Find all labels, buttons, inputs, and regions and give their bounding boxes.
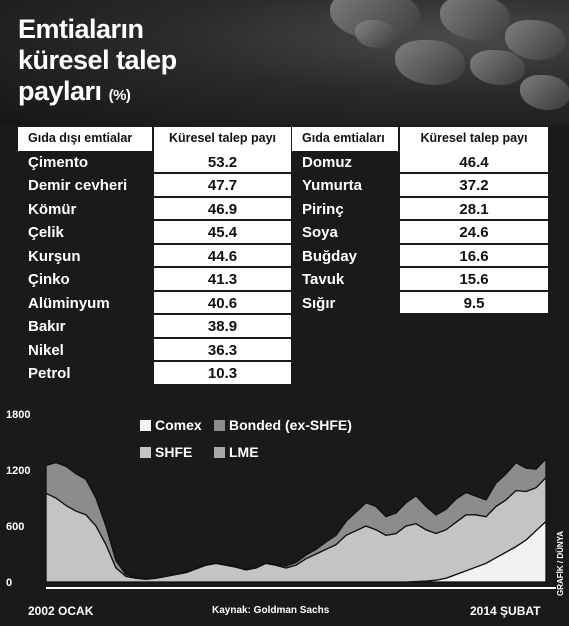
commodity-name: Pirinç [302, 200, 344, 218]
table-row: Soya 24.6 [292, 221, 548, 245]
table-row: Pirinç 28.1 [292, 197, 548, 221]
legend-swatch [140, 420, 151, 431]
demand-share-value: 37.2 [400, 174, 548, 198]
credit-label: GRAFİK / DÜNYA [556, 530, 565, 596]
commodity-name: Sığır [302, 294, 336, 312]
title-line-3-text: payları [18, 76, 102, 106]
source-label: Kaynak: Goldman Sachs [212, 605, 330, 616]
table-row: Petrol 10.3 [18, 362, 291, 386]
commodity-name: Kurşun [28, 247, 81, 265]
y-tick-label: 600 [6, 521, 24, 533]
table-row: Sığır 9.5 [292, 291, 548, 315]
demand-share-value: 45.4 [154, 221, 291, 245]
legend-swatch [214, 447, 225, 458]
commodity-name: Buğday [302, 247, 358, 265]
demand-share-value: 38.9 [154, 315, 291, 339]
title-line-3: payları (%) [18, 76, 177, 111]
legend-label: LME [229, 444, 259, 460]
demand-share-value: 10.3 [154, 362, 291, 386]
commodity-name: Bakır [28, 318, 66, 335]
demand-share-value: 44.6 [154, 244, 291, 268]
table-header: Gıda dışı emtialar Küresel talep payı [18, 127, 291, 151]
legend-label: Comex [155, 417, 202, 433]
legend-label: SHFE [155, 444, 192, 460]
commodity-name: Tavuk [302, 271, 345, 288]
commodity-name: Demir cevheri [28, 177, 128, 194]
legend-swatch [140, 447, 151, 458]
demand-area-chart: 0 600 1200 1800 Comex Bonded (ex-SHFE) SHFE LME [6, 409, 556, 589]
table-row: Yumurta 37.2 [292, 174, 548, 198]
area-series-2 [45, 475, 547, 583]
table-row: Çinko 41.3 [18, 268, 291, 292]
commodity-name: Alüminyum [28, 294, 110, 312]
header-value-cell: Küresel talep payı [400, 127, 548, 151]
title-line-1: Emtiaların [18, 14, 144, 44]
demand-share-value: 24.6 [400, 221, 548, 245]
y-tick-label: 0 [6, 577, 12, 589]
commodity-name: Çimento [28, 153, 88, 171]
commodity-name: Petrol [28, 365, 71, 382]
demand-share-value: 53.2 [154, 150, 291, 174]
table-row: Çimento 53.2 [18, 150, 291, 174]
header-photo [0, 0, 569, 125]
table-row: Kömür 46.9 [18, 197, 291, 221]
y-tick-label: 1200 [6, 465, 30, 477]
header-name-cell: Gıda dışı emtialar [18, 127, 154, 151]
demand-share-value: 46.9 [154, 197, 291, 221]
table-header: Gıda emtiaları Küresel talep payı [292, 127, 548, 151]
table-row: Bakır 38.9 [18, 315, 291, 339]
demand-share-value: 28.1 [400, 197, 548, 221]
table-row: Kurşun 44.6 [18, 244, 291, 268]
page-title: Emtiaların küresel talep payları (%) [18, 14, 177, 111]
non-food-table: Gıda dışı emtialar Küresel talep payı Çime… [18, 127, 291, 386]
table-row: Çelik 45.4 [18, 221, 291, 245]
x-end-label: 2014 ŞUBAT [470, 604, 541, 618]
commodity-name: Domuz [302, 153, 352, 171]
demand-share-value: 16.6 [400, 244, 548, 268]
food-table: Gıda emtiaları Küresel talep payı Domuz 46.… [292, 127, 548, 315]
demand-share-value: 15.6 [400, 268, 548, 292]
commodity-name: Soya [302, 224, 338, 241]
table-row: Alüminyum 40.6 [18, 291, 291, 315]
y-tick-label: 1800 [6, 409, 30, 421]
commodity-name: Kömür [28, 200, 77, 218]
commodity-name: Yumurta [302, 177, 363, 194]
title-line-2: küresel talep [18, 45, 177, 75]
demand-share-value: 40.6 [154, 291, 291, 315]
title-unit: (%) [108, 87, 131, 104]
table-row: Buğday 16.6 [292, 244, 548, 268]
table-row: Domuz 46.4 [292, 150, 548, 174]
x-start-label: 2002 OCAK [28, 604, 94, 618]
commodity-name: Çelik [28, 224, 64, 241]
commodity-name: Nikel [28, 341, 64, 359]
demand-share-value: 36.3 [154, 338, 291, 362]
demand-share-value: 9.5 [400, 291, 548, 315]
demand-share-value: 47.7 [154, 174, 291, 198]
demand-share-value: 41.3 [154, 268, 291, 292]
header-name-cell: Gıda emtiaları [292, 127, 400, 151]
table-row: Nikel 36.3 [18, 338, 291, 362]
commodity-name: Çinko [28, 271, 70, 288]
legend-swatch [214, 420, 225, 431]
header-value-cell: Küresel talep payı [154, 127, 291, 151]
table-row: Tavuk 15.6 [292, 268, 548, 292]
table-row: Demir cevheri 47.7 [18, 174, 291, 198]
legend-label: Bonded (ex-SHFE) [229, 417, 352, 433]
demand-share-value: 46.4 [400, 150, 548, 174]
